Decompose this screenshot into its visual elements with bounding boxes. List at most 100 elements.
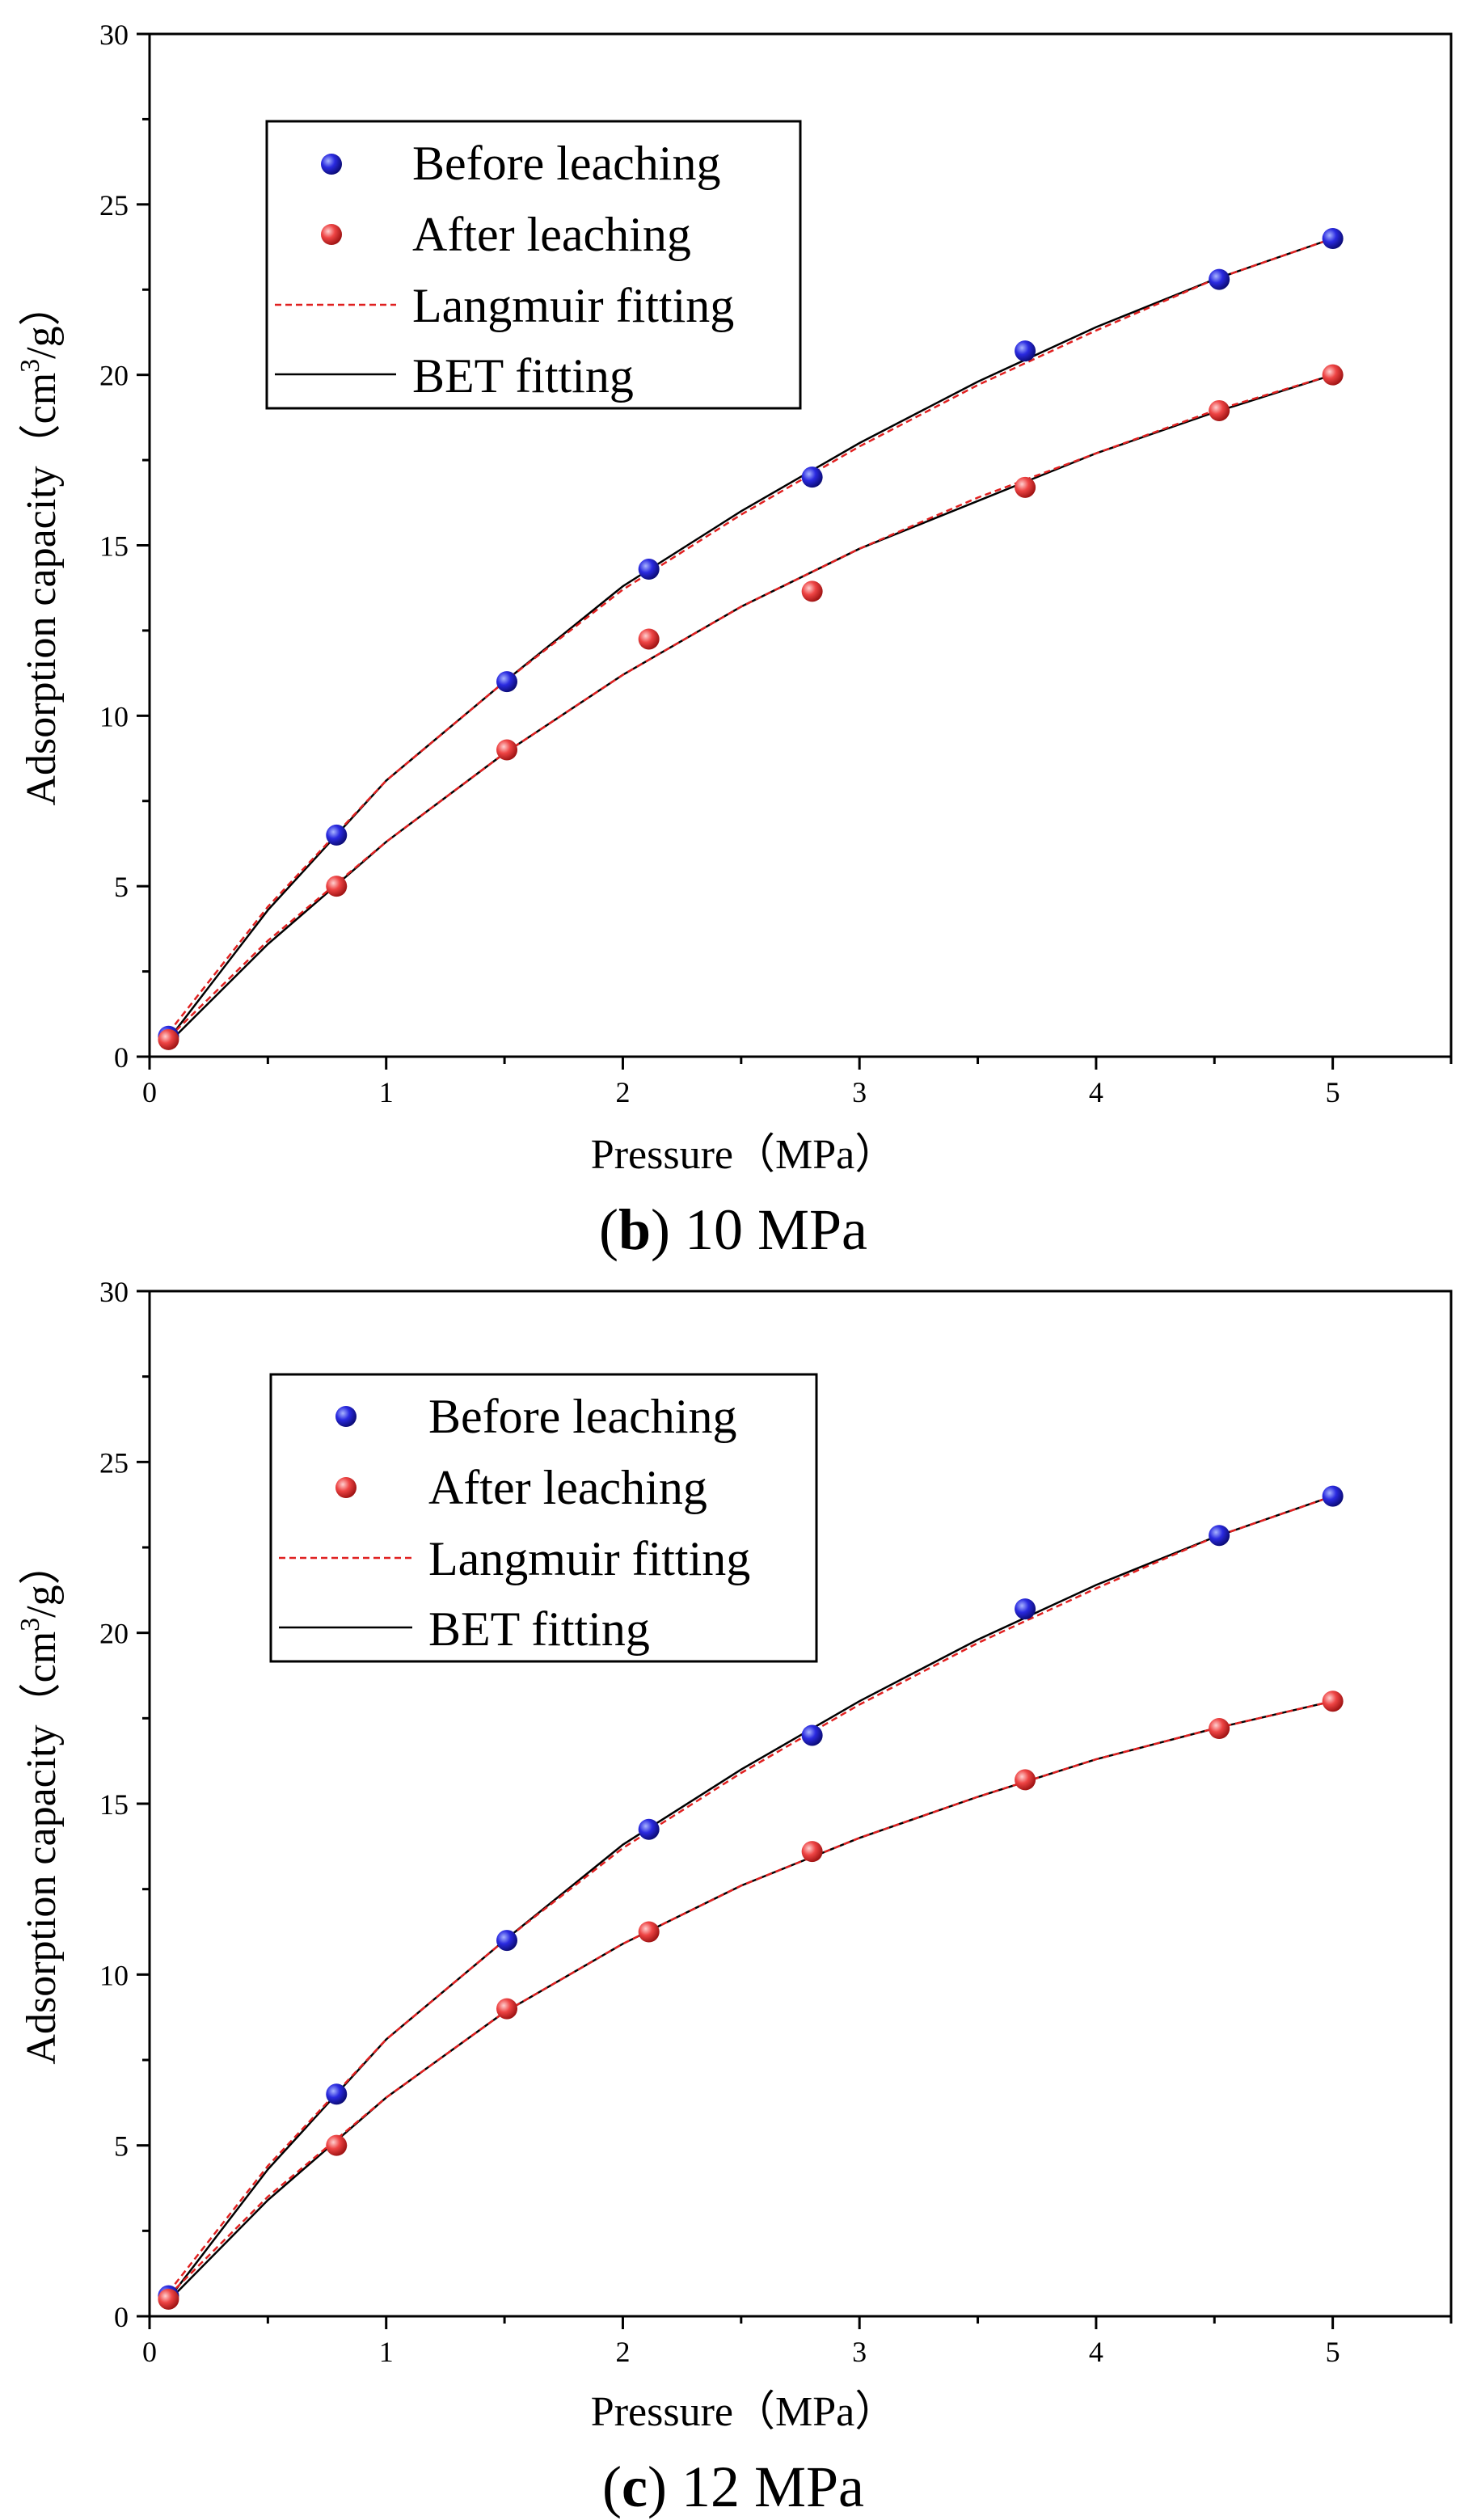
y-tick-label: 30 [99, 1276, 129, 1308]
point-after-leaching [1209, 399, 1230, 421]
legend-label-bet: BET fitting [428, 1602, 650, 1656]
y-axis-label-post: /g） [19, 1543, 65, 1617]
point-after-leaching [326, 876, 348, 897]
point-before-leaching [1015, 340, 1036, 362]
x-tick-label: 5 [1326, 2336, 1340, 2368]
point-before-leaching [1209, 268, 1230, 290]
point-before-leaching [1015, 1598, 1036, 1620]
x-tick-label: 3 [852, 2336, 867, 2368]
legend-label-langmuir: Langmuir fitting [412, 279, 734, 332]
point-before-leaching [1322, 228, 1344, 249]
y-tick-label: 25 [99, 189, 129, 222]
fit-lines [167, 237, 1334, 1044]
point-before-leaching [1322, 1485, 1344, 1507]
caption-letter: b [618, 1197, 651, 1262]
grid-ticks: 0 1 2 3 4 5 0 5 10 15 20 25 30 [99, 1276, 1453, 2368]
legend-frame [265, 120, 802, 410]
caption-open-paren: ( [599, 1197, 618, 1262]
point-after-leaching [158, 2288, 179, 2310]
legend-marker-after [321, 224, 342, 245]
y-tick-label: 5 [114, 871, 129, 903]
fit-lines [167, 1495, 1334, 2302]
y-axis-label-sup: 3 [15, 1618, 45, 1631]
caption-letter: c [622, 2455, 648, 2519]
y-axis-label: Adsorption capacity（cm3/g） [15, 284, 65, 805]
legend-label-after: After leaching [428, 1461, 707, 1514]
x-tick-label: 2 [615, 2336, 630, 2368]
x-tick-label: 1 [379, 2336, 394, 2368]
point-before-leaching [326, 824, 348, 846]
legend: Before leaching After leaching Langmuir … [269, 1373, 818, 1663]
langmuir-fit-line [167, 1699, 1333, 2297]
legend-marker-before [335, 1406, 357, 1427]
point-before-leaching [638, 559, 660, 580]
point-after-leaching [801, 1841, 823, 1863]
point-after-leaching [496, 739, 518, 761]
y-axis-label: Adsorption capacity（cm3/g） [15, 1543, 65, 2064]
y-tick-label: 30 [99, 19, 129, 51]
legend-label-langmuir: Langmuir fitting [428, 1532, 750, 1585]
point-before-leaching [1209, 1525, 1230, 1547]
panel-b: 0 1 2 3 4 5 0 5 10 15 20 25 30 Before leaching After… [15, 19, 1453, 1262]
data-points [158, 1485, 1344, 2310]
legend-label-before: Before leaching [428, 1390, 736, 1443]
caption-text: 12 MPa [667, 2455, 864, 2519]
bet-fit-line [167, 374, 1333, 1044]
x-tick-label: 4 [1089, 2336, 1103, 2368]
x-tick-label: 0 [142, 1076, 157, 1108]
y-tick-label: 0 [114, 2301, 129, 2333]
point-after-leaching [1015, 1769, 1036, 1791]
y-axis-label-pre: Adsorption capacity（cm [19, 373, 65, 806]
point-after-leaching [496, 1998, 518, 2020]
x-tick-label: 4 [1089, 1076, 1103, 1108]
panel-caption: (c) 12 MPa [602, 2455, 864, 2519]
point-before-leaching [638, 1818, 660, 1840]
point-before-leaching [496, 1930, 518, 1952]
y-tick-label: 10 [99, 700, 129, 732]
y-axis-label-sup: 3 [15, 359, 45, 373]
bet-fit-line [167, 1699, 1333, 2302]
y-axis-label-post: /g） [19, 284, 65, 358]
point-before-leaching [496, 671, 518, 693]
point-after-leaching [1209, 1718, 1230, 1740]
x-tick-label: 2 [615, 1076, 630, 1108]
data-points [158, 228, 1344, 1050]
langmuir-fit-line [167, 1495, 1334, 2294]
y-tick-label: 5 [114, 2130, 129, 2163]
x-axis-label: Pressure（MPa） [591, 2389, 897, 2435]
y-tick-label: 15 [99, 530, 129, 563]
y-tick-label: 0 [114, 1041, 129, 1074]
legend-label-after: After leaching [412, 208, 691, 261]
langmuir-fit-line [167, 237, 1334, 1034]
point-after-leaching [638, 628, 660, 650]
caption-text: 10 MPa [670, 1197, 867, 1262]
y-tick-label: 15 [99, 1788, 129, 1821]
x-tick-label: 5 [1326, 1076, 1340, 1108]
point-before-leaching [801, 466, 823, 488]
panel-caption: (b) 10 MPa [599, 1197, 867, 1262]
y-tick-label: 20 [99, 1618, 129, 1650]
point-after-leaching [801, 580, 823, 602]
point-before-leaching [326, 2083, 348, 2105]
langmuir-fit-line [167, 374, 1333, 1039]
point-after-leaching [1015, 476, 1036, 498]
x-tick-label: 0 [142, 2336, 157, 2368]
point-after-leaching [158, 1028, 179, 1050]
caption-close-paren: ) [648, 2455, 667, 2519]
point-before-leaching [801, 1724, 823, 1746]
point-after-leaching [638, 1921, 660, 1943]
legend-marker-after [335, 1477, 357, 1498]
y-tick-label: 10 [99, 1959, 129, 1991]
x-tick-label: 3 [852, 1076, 867, 1108]
panel-c: 0 1 2 3 4 5 0 5 10 15 20 25 30 Before leaching After… [15, 1276, 1453, 2519]
y-axis-label-pre: Adsorption capacity（cm [19, 1631, 65, 2065]
x-tick-label: 1 [379, 1076, 394, 1108]
legend-label-bet: BET fitting [412, 349, 634, 403]
point-after-leaching [1322, 1691, 1344, 1712]
legend: Before leaching After leaching Langmuir … [265, 120, 802, 410]
legend-frame [269, 1373, 818, 1663]
grid-ticks: 0 1 2 3 4 5 0 5 10 15 20 25 30 [99, 19, 1453, 1108]
point-after-leaching [326, 2134, 348, 2156]
point-after-leaching [1322, 364, 1344, 386]
